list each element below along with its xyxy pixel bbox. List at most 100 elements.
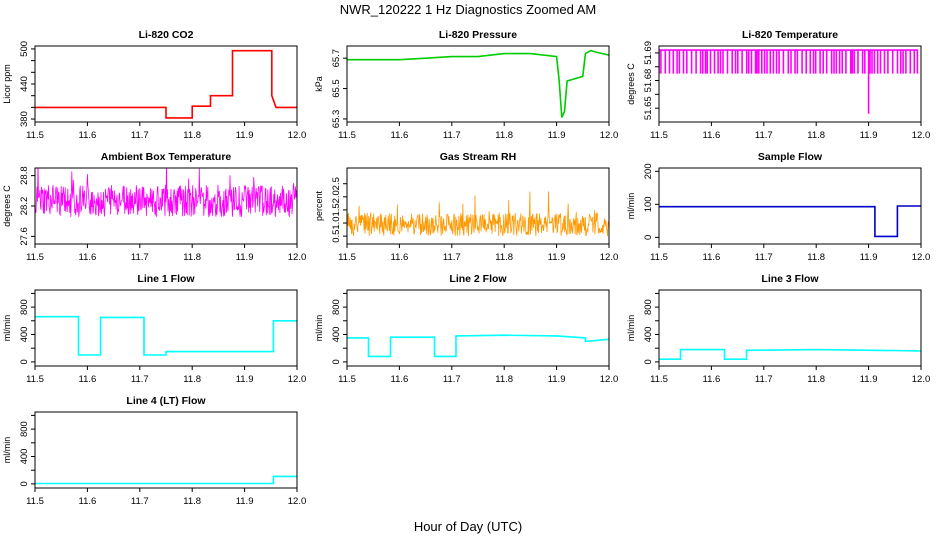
line2-plot-frame (346, 289, 610, 367)
licor_temp-x-tick-label: 11.6 (703, 130, 721, 141)
box_temp-x-tick-label: 11.8 (183, 252, 201, 263)
line4-data-layer (35, 475, 297, 485)
rh-x-tick-label: 11.5 (338, 252, 356, 263)
line4-x-tick-label: 11.6 (79, 496, 97, 507)
rh-x-tick-label: 11.8 (495, 252, 513, 263)
line3-plot-frame (658, 289, 922, 367)
rh-y-tick-label: 0.5 (331, 230, 342, 243)
line4-x-tick-label: 11.5 (26, 496, 44, 507)
line3-x-tick-label: 11.6 (703, 374, 721, 385)
sample_flow-series-line (659, 205, 921, 238)
panel-pressure: Li-820 Pressure kPa 11.5 11.6 11.7 11.8 11.9 12… (314, 29, 618, 141)
line3-x-tick-label: 11.7 (755, 374, 773, 385)
pressure-y-axis-label: kPa (314, 76, 324, 92)
line1-x-tick-label: 11.7 (131, 374, 149, 385)
panels-group: Li-820 CO2 Licor ppm 11.5 11.6 11.7 11.8 11.9 1… (2, 29, 930, 507)
licor_temp-title: Li-820 Temperature (742, 29, 838, 41)
sample_flow-y-tick-label: 0 (643, 235, 654, 240)
line1-data-layer (35, 315, 297, 356)
line1-y-axis-label: ml/min (2, 315, 12, 342)
figure-x-axis-label: Hour of Day (UTC) (414, 519, 522, 534)
rh-data-layer (347, 191, 609, 237)
line3-y-tick-label: 0 (643, 359, 654, 364)
line4-y-tick-label: 0 (19, 481, 30, 486)
line1-y-tick-label: 400 (19, 327, 30, 343)
line4-plot-frame (34, 411, 298, 489)
licor_temp-x-tick-label: 11.5 (650, 130, 668, 141)
box_temp-series-line (35, 168, 297, 218)
panel-sample_flow: Sample Flow ml/min 11.5 11.6 11.7 11.8 11.9 12.… (626, 151, 930, 263)
rh-x-tick-label: 11.6 (391, 252, 409, 263)
pressure-series-line (347, 49, 609, 118)
panel-line2: Line 2 Flow ml/min 11.5 11.6 11.7 11.8 11.9 12.… (314, 273, 618, 385)
licor_temp-plot-frame (658, 45, 922, 123)
sample_flow-x-tick-label: 11.6 (703, 252, 721, 263)
sample_flow-x-tick-label: 11.7 (755, 252, 773, 263)
line1-x-tick-label: 11.5 (26, 374, 44, 385)
licor_temp-x-tick-label: 11.8 (807, 130, 825, 141)
sample_flow-title: Sample Flow (758, 151, 823, 163)
rh-y-axis-label: percent (314, 190, 324, 221)
pressure-y-tick-label: 65.5 (331, 79, 342, 98)
line2-data-layer (347, 334, 609, 358)
licor_temp-x-tick-label: 11.9 (860, 130, 878, 141)
licor_temp-y-tick-label: 51.69 (643, 41, 654, 65)
line2-x-tick-label: 11.5 (338, 374, 356, 385)
licor_temp-x-tick-label: 11.7 (755, 130, 773, 141)
co2-x-tick-label: 11.5 (26, 130, 44, 141)
box_temp-y-tick-label: 28.2 (19, 197, 30, 216)
line4-x-tick-label: 12.0 (288, 496, 307, 507)
box_temp-x-tick-label: 11.9 (236, 252, 254, 263)
line2-x-tick-label: 11.6 (391, 374, 409, 385)
line1-series-line (35, 315, 297, 356)
line2-y-tick-label: 0 (331, 359, 342, 364)
box_temp-x-tick-label: 11.5 (26, 252, 44, 263)
pressure-title: Li-820 Pressure (439, 29, 517, 41)
panel-box_temp: Ambient Box Temperature degrees C 11.5 11.6… (2, 151, 306, 263)
licor_temp-y-axis-label: degrees C (626, 63, 636, 105)
line4-title: Line 4 (LT) Flow (126, 395, 206, 407)
line2-y-axis-label: ml/min (314, 315, 324, 342)
sample_flow-data-layer (659, 205, 921, 238)
pressure-x-tick-label: 11.9 (548, 130, 566, 141)
licor_temp-y-tick-label: 51.68 (643, 69, 654, 93)
rh-plot-frame (346, 167, 610, 245)
sample_flow-y-tick-label: 200 (643, 163, 654, 179)
co2-x-tick-label: 11.9 (236, 130, 254, 141)
box_temp-x-tick-label: 12.0 (288, 252, 307, 263)
line2-series-line (347, 334, 609, 358)
line1-plot-frame (34, 289, 298, 367)
pressure-data-layer (347, 49, 609, 118)
licor_temp-data-layer (659, 49, 919, 114)
line1-title: Line 1 Flow (137, 273, 195, 285)
line1-x-tick-label: 12.0 (288, 374, 307, 385)
pressure-x-tick-label: 11.7 (443, 130, 461, 141)
panel-rh: Gas Stream RH percent 11.5 11.6 11.7 11.8 11.9… (314, 151, 618, 263)
licor_temp-series-line (659, 49, 919, 114)
line2-x-tick-label: 11.8 (495, 374, 513, 385)
line3-x-tick-label: 12.0 (912, 374, 931, 385)
rh-x-tick-label: 11.9 (548, 252, 566, 263)
line4-y-tick-label: 400 (19, 449, 30, 465)
line4-y-tick-label: 800 (19, 421, 30, 437)
co2-y-tick-label: 380 (19, 111, 30, 127)
sample_flow-x-tick-label: 12.0 (912, 252, 931, 263)
sample_flow-y-tick-label: 100 (643, 196, 654, 212)
panel-line3: Line 3 Flow ml/min 11.5 11.6 11.7 11.8 11.9 12.… (626, 273, 930, 385)
panel-line4: Line 4 (LT) Flow ml/min 11.5 11.6 11.7 11.8 11… (2, 395, 306, 507)
line3-y-tick-label: 800 (643, 299, 654, 315)
line3-x-tick-label: 11.9 (860, 374, 878, 385)
co2-x-tick-label: 11.8 (183, 130, 201, 141)
line4-y-axis-label: ml/min (2, 437, 12, 464)
pressure-y-tick-label: 65.3 (331, 110, 342, 128)
box_temp-y-tick-label: 28.8 (19, 166, 30, 185)
line4-x-tick-label: 11.7 (131, 496, 149, 507)
line2-title: Line 2 Flow (449, 273, 507, 285)
line4-x-tick-label: 11.9 (236, 496, 254, 507)
line3-data-layer (659, 348, 921, 361)
box_temp-data-layer (35, 168, 297, 218)
pressure-x-tick-label: 12.0 (600, 130, 619, 141)
line4-x-tick-label: 11.8 (183, 496, 201, 507)
pressure-x-tick-label: 11.8 (495, 130, 513, 141)
